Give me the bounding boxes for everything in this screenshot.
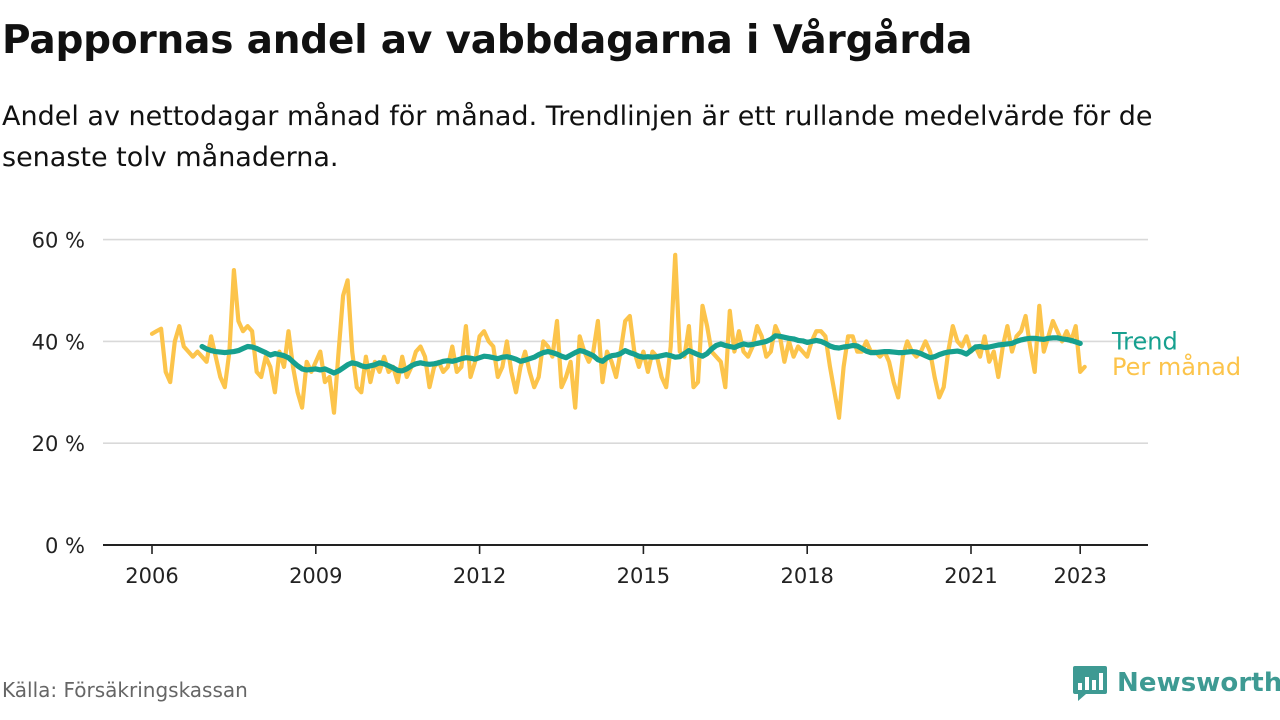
x-tick-label: 2009 bbox=[289, 564, 342, 588]
y-tick-label: 60 % bbox=[32, 229, 85, 253]
x-tick-label: 2015 bbox=[617, 564, 670, 588]
monthly-series-line bbox=[149, 252, 1087, 420]
y-tick-label: 40 % bbox=[32, 330, 85, 354]
series-lines bbox=[149, 252, 1087, 420]
brand-name: Newsworthy bbox=[1117, 668, 1280, 698]
axes: 0 % 20 % 40 % 60 % 2006 2009 2012 2015 2018 2021 2… bbox=[32, 229, 1148, 588]
y-tick-label: 20 % bbox=[32, 432, 85, 456]
series-label-trend: Trend bbox=[1111, 327, 1178, 355]
x-tick-label: 2012 bbox=[453, 564, 506, 588]
trend-series-line bbox=[199, 333, 1083, 376]
x-tick-label: 2021 bbox=[944, 564, 997, 588]
chart-title: Pappornas andel av vabbdagarna i Vårgård… bbox=[2, 18, 973, 63]
bar-chart-speech-bubble-icon bbox=[1073, 666, 1107, 701]
x-tick-label: 2006 bbox=[125, 564, 178, 588]
y-tick-label: 0 % bbox=[45, 534, 85, 558]
source-note: Källa: Försäkringskassan bbox=[2, 678, 248, 702]
chart-subtitle: Andel av nettodagar månad för månad. Tre… bbox=[2, 101, 1153, 173]
series-label-per-manad: Per månad bbox=[1112, 352, 1241, 381]
x-tick-label: 2018 bbox=[780, 564, 833, 588]
gridlines bbox=[103, 238, 1148, 445]
x-tick-label: 2023 bbox=[1053, 564, 1106, 588]
brand-logo: Newsworthy bbox=[1072, 664, 1280, 702]
